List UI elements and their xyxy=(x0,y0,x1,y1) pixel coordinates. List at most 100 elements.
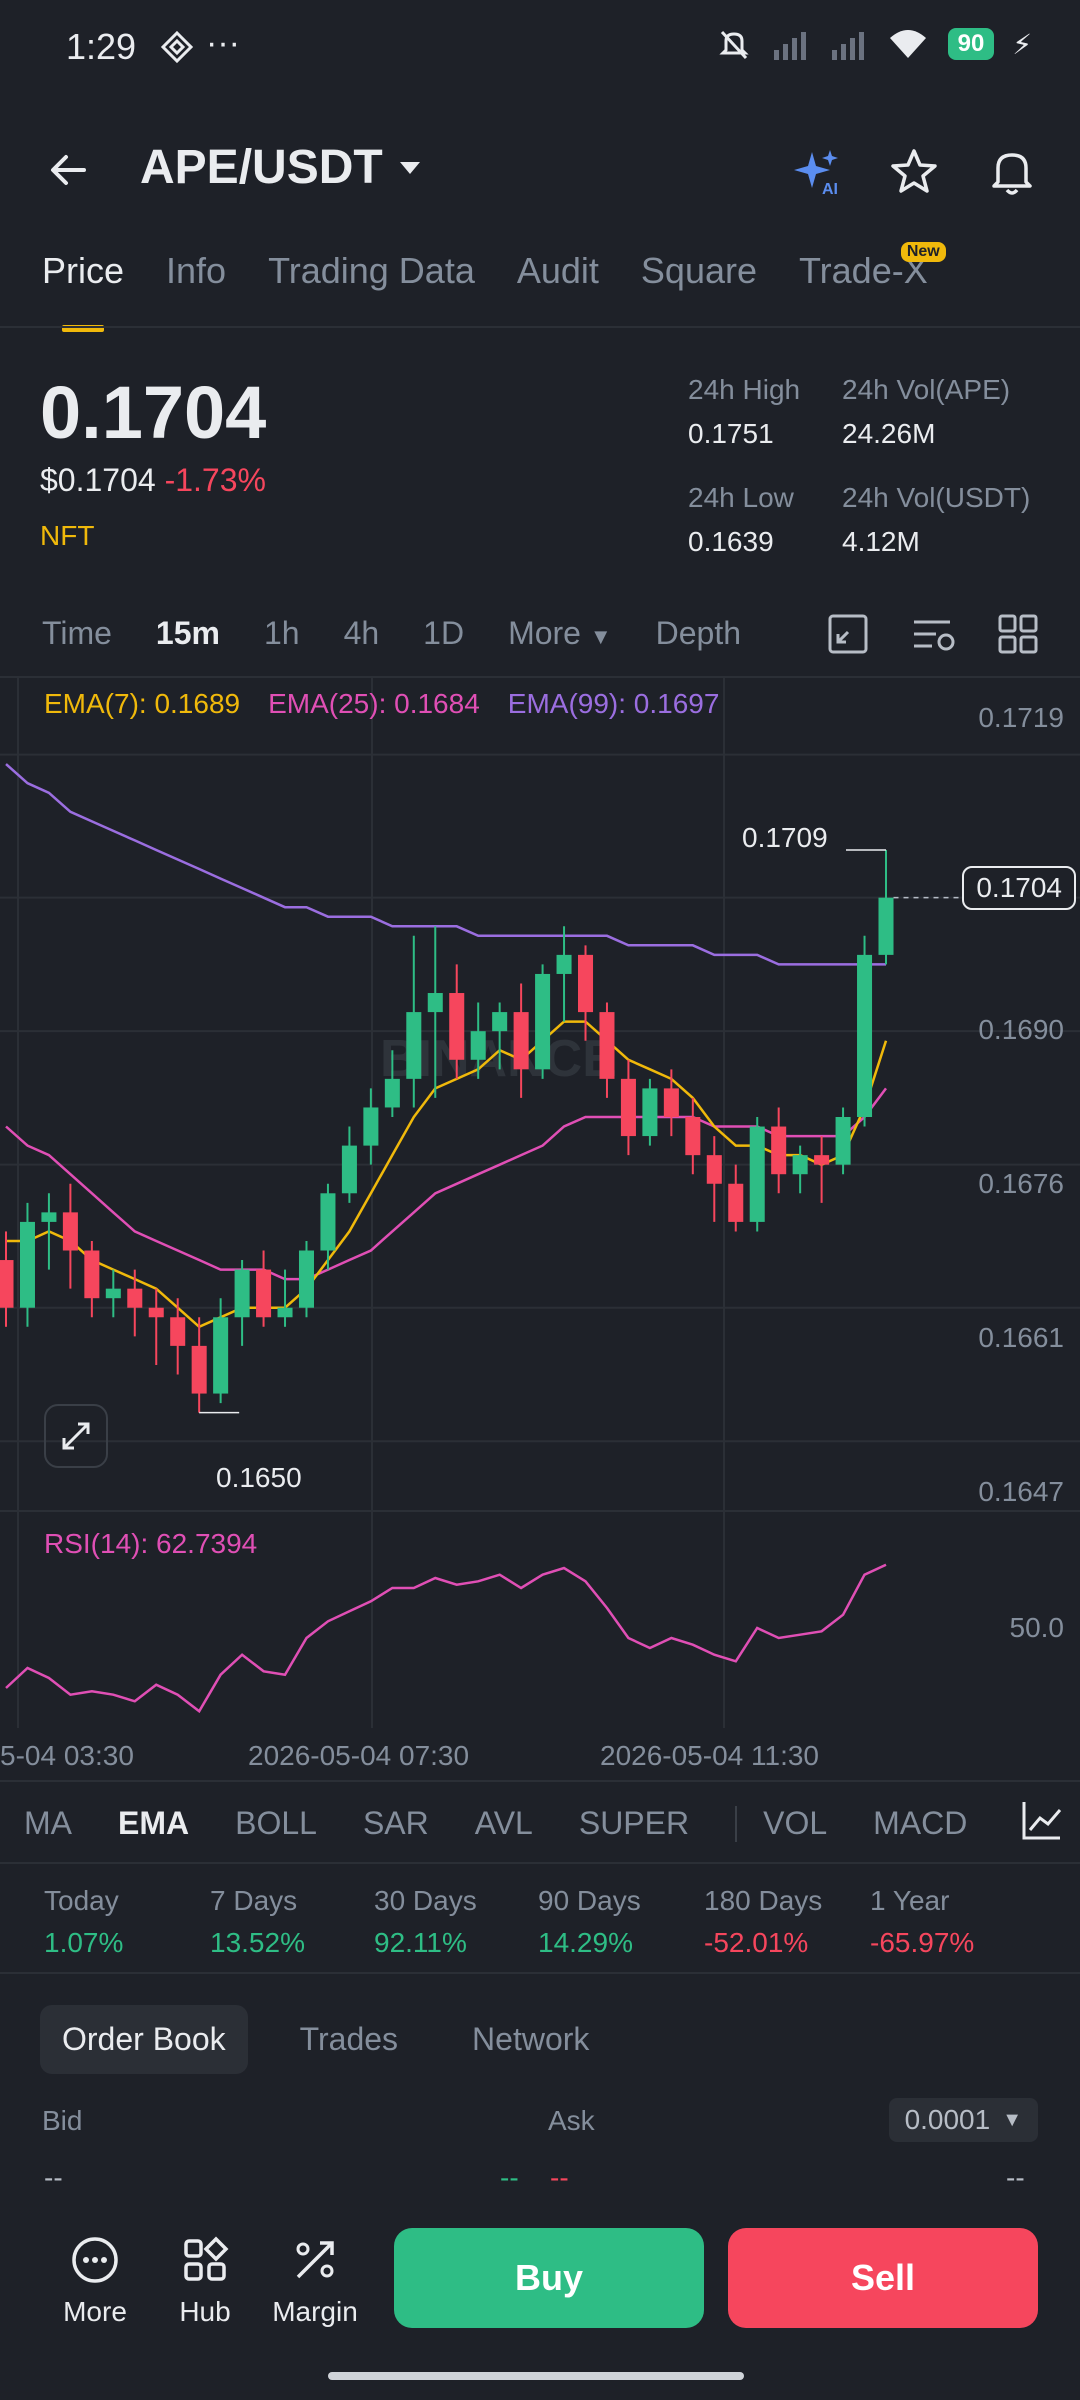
home-indicator[interactable] xyxy=(328,2372,744,2380)
nav-margin[interactable]: Margin xyxy=(260,2230,370,2328)
usd-price-line: $0.1704 -1.73% xyxy=(40,462,266,499)
tab-price[interactable]: Price xyxy=(42,250,125,332)
y-tick-3: 0.1676 xyxy=(978,1168,1064,1199)
candle-body xyxy=(363,1107,379,1146)
ema99-legend: EMA(99): 0.1697 xyxy=(507,688,720,719)
wifi-icon xyxy=(889,30,926,58)
bell-icon[interactable] xyxy=(986,146,1038,203)
tf-more[interactable]: More ▼ xyxy=(508,615,612,652)
perf-value: 14.29% xyxy=(538,1927,633,1958)
candle-body xyxy=(857,954,873,1117)
chart-settings-icon[interactable] xyxy=(910,612,958,661)
star-icon[interactable] xyxy=(888,146,940,203)
high-value: 0.1751 xyxy=(688,418,774,449)
candle-body xyxy=(620,1078,636,1137)
charging-icon: ⚡ xyxy=(1012,28,1032,60)
nav-hub-label: Hub xyxy=(179,2296,231,2327)
ind-sar[interactable]: SAR xyxy=(362,1805,429,1841)
expand-chart-button[interactable] xyxy=(44,1404,108,1468)
candle-body xyxy=(663,1088,679,1117)
precision-select[interactable]: 0.0001 ▼ xyxy=(888,2098,1038,2142)
hub-icon xyxy=(184,2236,229,2281)
candle-body xyxy=(277,1307,293,1318)
ai-sparkle-icon[interactable]: AI xyxy=(792,146,844,203)
status-icons: 90 ⚡ xyxy=(716,26,1032,62)
tf-4h[interactable]: 4h xyxy=(343,615,380,651)
usd-price: $0.1704 xyxy=(40,462,156,498)
ask-qty-placeholder: -- xyxy=(1006,2162,1025,2193)
candle-body xyxy=(878,897,894,955)
candle-body xyxy=(84,1250,100,1299)
tf-15m[interactable]: 15m xyxy=(155,615,220,651)
y-tick-5: 0.1647 xyxy=(978,1476,1064,1507)
rsi-legend: RSI(14): 62.7394 xyxy=(44,1528,258,1559)
candle-body xyxy=(578,954,594,1013)
tf-time[interactable]: Time xyxy=(42,615,112,651)
ind-avl[interactable]: AVL xyxy=(474,1805,533,1841)
price-change: -1.73% xyxy=(164,462,266,498)
tab-square[interactable]: Square xyxy=(640,250,758,291)
candle-body xyxy=(384,1078,400,1108)
ind-vol[interactable]: VOL xyxy=(763,1805,828,1841)
caret-down-icon: ▼ xyxy=(1002,2108,1022,2131)
grid-layout-icon[interactable] xyxy=(996,612,1040,661)
tf-1d[interactable]: 1D xyxy=(423,615,465,651)
candle-body xyxy=(792,1155,808,1175)
back-icon[interactable] xyxy=(44,146,92,199)
perf-bottom-divider xyxy=(0,1972,1080,1974)
vol-base-label: 24h Vol(APE) xyxy=(842,374,1011,405)
nav-hub[interactable]: Hub xyxy=(150,2230,260,2328)
precision-value: 0.0001 xyxy=(904,2104,991,2135)
tf-depth[interactable]: Depth xyxy=(655,615,742,651)
chevron-down-icon xyxy=(399,161,420,174)
ema99-line xyxy=(5,763,886,966)
candle-body xyxy=(449,993,465,1060)
high-label: 24h High xyxy=(688,374,801,405)
ind-ma[interactable]: MA xyxy=(24,1805,72,1841)
mute-icon xyxy=(719,30,749,60)
last-price-tag: 0.1704 xyxy=(962,866,1076,910)
perf-180d: 180 Days -52.01% xyxy=(704,1885,822,1959)
candle-body xyxy=(492,1012,508,1032)
more-circle-icon xyxy=(72,2237,118,2283)
bid-header: Bid xyxy=(42,2105,83,2136)
tab-info[interactable]: Info xyxy=(166,250,227,291)
chart-fullscreen-icon[interactable] xyxy=(826,612,870,661)
pair-selector[interactable]: APE/USDT xyxy=(140,140,423,195)
ind-boll[interactable]: BOLL xyxy=(235,1805,317,1841)
bid-price-placeholder: -- xyxy=(44,2162,63,2193)
buy-button[interactable]: Buy xyxy=(394,2228,704,2328)
tf-1h[interactable]: 1h xyxy=(263,615,300,651)
indicators-bottom-divider xyxy=(0,1862,1080,1864)
tab-network[interactable]: Network xyxy=(472,2021,590,2057)
perf-value: 1.07% xyxy=(44,1927,124,1958)
ind-ema[interactable]: EMA xyxy=(118,1805,190,1841)
price-chart[interactable]: BINANCE xyxy=(0,678,1080,1728)
ema7-line xyxy=(6,1020,888,1329)
pair-title: APE/USDT xyxy=(140,141,383,194)
sell-button[interactable]: Sell xyxy=(728,2228,1038,2328)
perf-label: 1 Year xyxy=(870,1885,950,1916)
ind-macd[interactable]: MACD xyxy=(873,1805,968,1841)
candle-body xyxy=(749,1126,765,1222)
tabs-divider xyxy=(0,326,1080,328)
perf-7d: 7 Days 13.52% xyxy=(210,1885,305,1959)
tab-trade-x[interactable]: Trade-X New xyxy=(799,242,946,292)
tab-order-book[interactable]: Order Book xyxy=(40,2005,248,2074)
vol-quote-value: 4.12M xyxy=(842,526,920,557)
category-tag[interactable]: NFT xyxy=(40,520,95,551)
candle-body xyxy=(148,1307,164,1318)
indicator-settings-icon[interactable] xyxy=(1016,1798,1064,1847)
candle-body xyxy=(706,1155,722,1184)
battery-indicator: 90 xyxy=(947,28,995,60)
nav-more[interactable]: More xyxy=(40,2230,150,2328)
candle-body xyxy=(256,1269,272,1318)
perf-value: -52.01% xyxy=(704,1927,809,1958)
tab-trading-data[interactable]: Trading Data xyxy=(268,250,475,291)
ema25-legend: EMA(25): 0.1684 xyxy=(268,688,480,719)
tab-audit[interactable]: Audit xyxy=(516,250,599,291)
ind-super[interactable]: SUPER xyxy=(578,1805,690,1841)
candle-body xyxy=(642,1088,658,1137)
tab-trades[interactable]: Trades xyxy=(299,2021,399,2057)
chart-top-divider xyxy=(0,676,1080,678)
